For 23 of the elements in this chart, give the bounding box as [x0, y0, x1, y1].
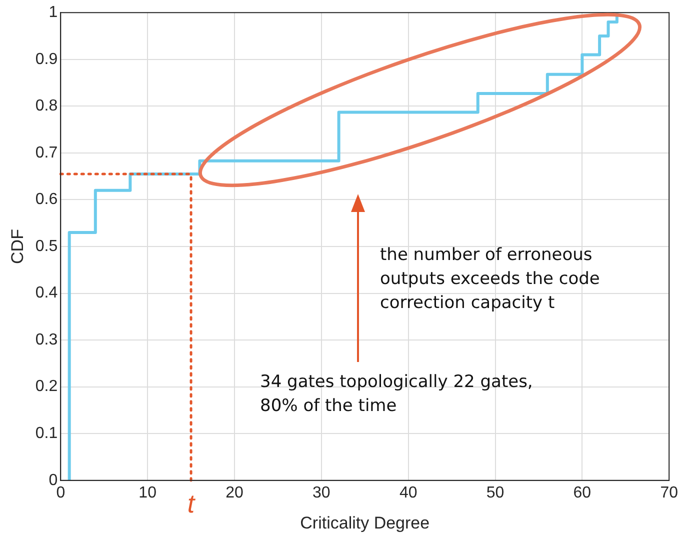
x-tick-label: 70 — [660, 484, 678, 502]
y-tick-label: 0.6 — [35, 191, 58, 208]
x-tick-label: 20 — [226, 484, 244, 502]
y-tick-label: 0.3 — [35, 331, 58, 348]
y-tick-label: 0.4 — [35, 284, 58, 302]
x-tick-label: 30 — [312, 484, 330, 502]
y-tick-label: 1 — [48, 4, 58, 22]
x-tick-label: 60 — [573, 484, 592, 502]
y-tick-label: 0.5 — [35, 238, 58, 255]
y-tick-label: 0.1 — [35, 425, 58, 442]
x-tick-label: 10 — [138, 484, 157, 502]
y-tick-label: 0.8 — [35, 98, 58, 115]
y-tick-label: 0.2 — [35, 378, 58, 396]
y-tick-label: 0.7 — [35, 144, 58, 162]
x-tick-label: 40 — [399, 484, 418, 502]
y-axis-title: CDF — [8, 229, 27, 264]
ref-line-label: t — [187, 488, 196, 519]
annotation: 34 gates topologically 22 gates, 80% of the time — [260, 371, 534, 418]
y-tick-label: 0 — [48, 472, 58, 489]
x-axis-title: Criticality Degree — [300, 513, 430, 532]
x-tick-label: 50 — [486, 484, 504, 502]
y-tick-label: 0.9 — [35, 50, 58, 68]
annotation: the number of erroneous outputs exceeds the code correction capacity t — [380, 244, 601, 315]
